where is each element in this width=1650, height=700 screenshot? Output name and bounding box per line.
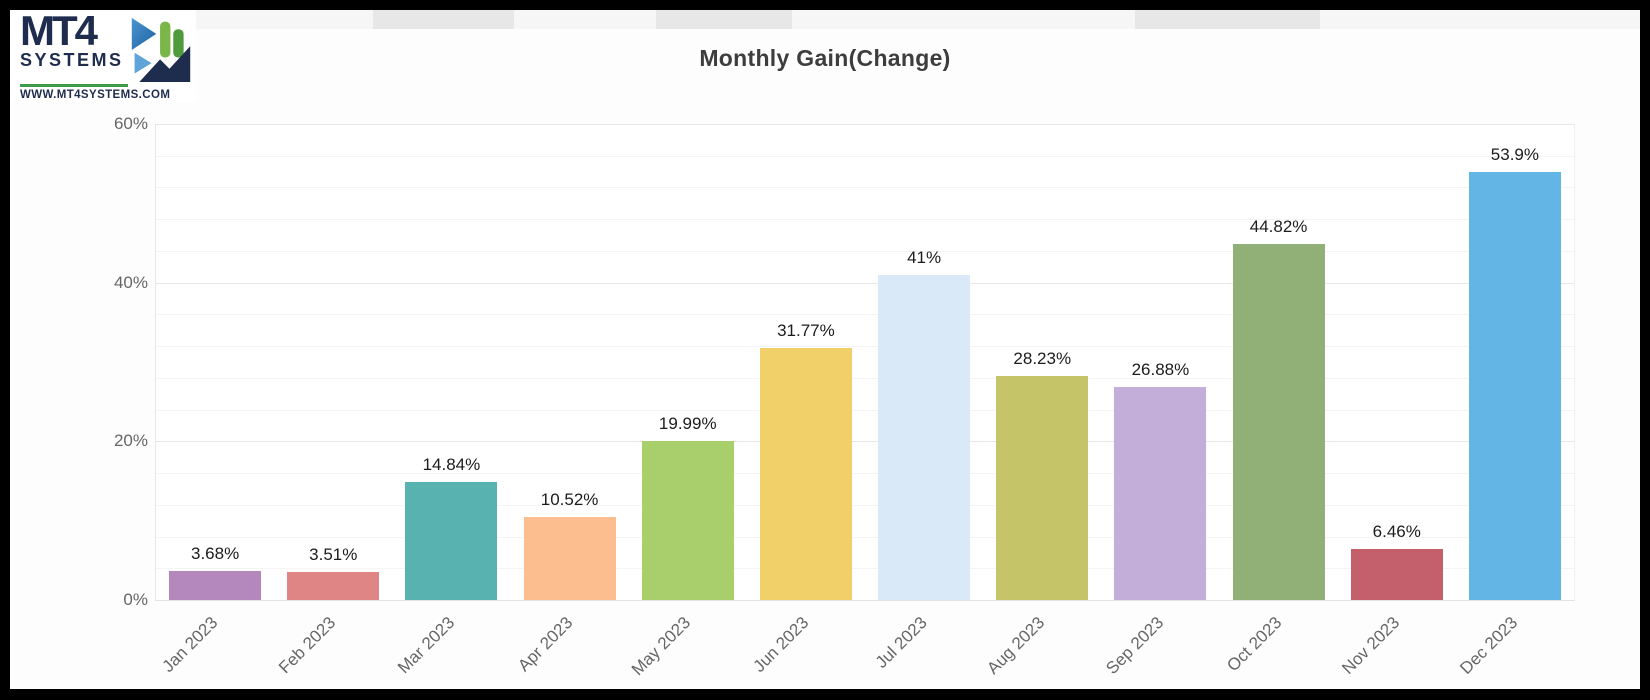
x-axis-label-sep-2023: Sep 2023 (1101, 613, 1167, 678)
x-axis-label-feb-2023: Feb 2023 (275, 613, 340, 678)
bar-value-label-may-2023: 19.99% (658, 414, 717, 434)
logo-green-bar-icon (173, 29, 184, 58)
bar-dec-2023[interactable] (1468, 172, 1561, 600)
tab-placeholder (1135, 10, 1320, 29)
tab-placeholder (656, 10, 792, 29)
x-axis-label-oct-2023: Oct 2023 (1222, 613, 1286, 676)
bar-value-label-apr-2023: 10.52% (540, 489, 599, 509)
x-axis-label-may-2023: May 2023 (627, 613, 695, 680)
gridline (156, 250, 1574, 252)
x-axis-label-dec-2023: Dec 2023 (1456, 613, 1522, 678)
gridline (156, 536, 1574, 538)
bar-value-label-sep-2023: 26.88% (1131, 359, 1190, 379)
y-axis-label: 40% (113, 272, 148, 292)
bar-value-label-feb-2023: 3.51% (309, 545, 358, 565)
mt4-systems-logo: MT4 SYSTEMS WWW.MT4SYSTEMS.COM (10, 10, 196, 102)
page: MT4 SYSTEMS WWW.MT4SYSTEMS.COM Mont (10, 10, 1640, 689)
monthly-gain-chart: Monthly Gain(Change) 0% 20% 40% 60% 3.68% 3.… (10, 30, 1640, 689)
bar-value-label-aug-2023: 28.23% (1013, 349, 1072, 369)
bar-value-label-mar-2023: 14.84% (422, 455, 481, 475)
top-tab-strip (170, 10, 1640, 29)
bar-nov-2023[interactable] (1350, 548, 1443, 600)
chart-title: Monthly Gain(Change) (699, 45, 951, 71)
logo-green-bar-icon (160, 21, 171, 58)
gridline (156, 124, 1574, 125)
bar-value-label-jan-2023: 3.68% (190, 543, 240, 563)
bar-jul-2023[interactable] (878, 274, 971, 600)
gridline (156, 504, 1574, 506)
logo-small-triangle-icon (134, 52, 152, 74)
gridline (156, 568, 1574, 570)
bar-value-label-jun-2023: 31.77% (777, 320, 835, 340)
x-axis-label-jul-2023: Jul 2023 (871, 613, 931, 672)
gridline (156, 155, 1574, 157)
x-axis-label-aug-2023: Aug 2023 (983, 613, 1049, 678)
bar-value-label-dec-2023: 53.9% (1490, 145, 1539, 165)
x-axis-label-jan-2023: Jan 2023 (158, 613, 222, 676)
x-axis-label-jun-2023: Jun 2023 (749, 613, 813, 676)
gridline (156, 377, 1574, 379)
bar-value-label-jul-2023: 41% (907, 247, 942, 267)
bar-jun-2023[interactable] (759, 347, 852, 600)
plot-area: 3.68% 3.51% 14.84% 10.52% 19.99% 31.77% 41% 28.… (155, 124, 1575, 601)
bar-jan-2023[interactable] (169, 570, 262, 600)
bar-value-label-nov-2023: 6.46% (1372, 521, 1421, 541)
bar-oct-2023[interactable] (1232, 244, 1325, 600)
gridline (156, 219, 1574, 221)
logo-subtitle-text: SYSTEMS (20, 50, 124, 70)
y-axis-label: 20% (113, 431, 148, 451)
gridline (156, 187, 1574, 189)
x-axis-label-mar-2023: Mar 2023 (393, 613, 458, 678)
x-axis-label-nov-2023: Nov 2023 (1338, 613, 1404, 678)
logo-brand-text: MT4 (20, 10, 98, 54)
tab-placeholder (373, 10, 514, 29)
gridline (156, 282, 1574, 284)
logo-triangle-icon (131, 17, 157, 50)
bar-apr-2023[interactable] (523, 516, 616, 600)
logo-website-text: WWW.MT4SYSTEMS.COM (20, 89, 171, 101)
gridline (156, 441, 1574, 443)
mt4-logo-graphic-icon (131, 17, 191, 82)
y-axis-label: 60% (113, 114, 148, 133)
bar-value-label-oct-2023: 44.82% (1249, 217, 1308, 237)
bar-feb-2023[interactable] (287, 572, 380, 600)
gridline (156, 473, 1574, 475)
gridline (156, 409, 1574, 411)
y-axis-label: 0% (123, 590, 148, 609)
bar-aug-2023[interactable] (996, 376, 1089, 600)
bar-mar-2023[interactable] (405, 482, 498, 600)
x-axis-labels: Jan 2023 Feb 2023 Mar 2023 Apr 2023 May 2023… (155, 601, 1573, 689)
gridline (156, 346, 1574, 348)
bar-sep-2023[interactable] (1114, 386, 1207, 600)
y-axis-labels: 0% 20% 40% 60% (10, 30, 148, 689)
logo-mountain-icon (139, 46, 191, 82)
bar-may-2023[interactable] (641, 441, 734, 600)
logo-green-rule (20, 84, 128, 87)
x-axis-label-apr-2023: Apr 2023 (513, 613, 577, 676)
gridline (156, 314, 1574, 316)
